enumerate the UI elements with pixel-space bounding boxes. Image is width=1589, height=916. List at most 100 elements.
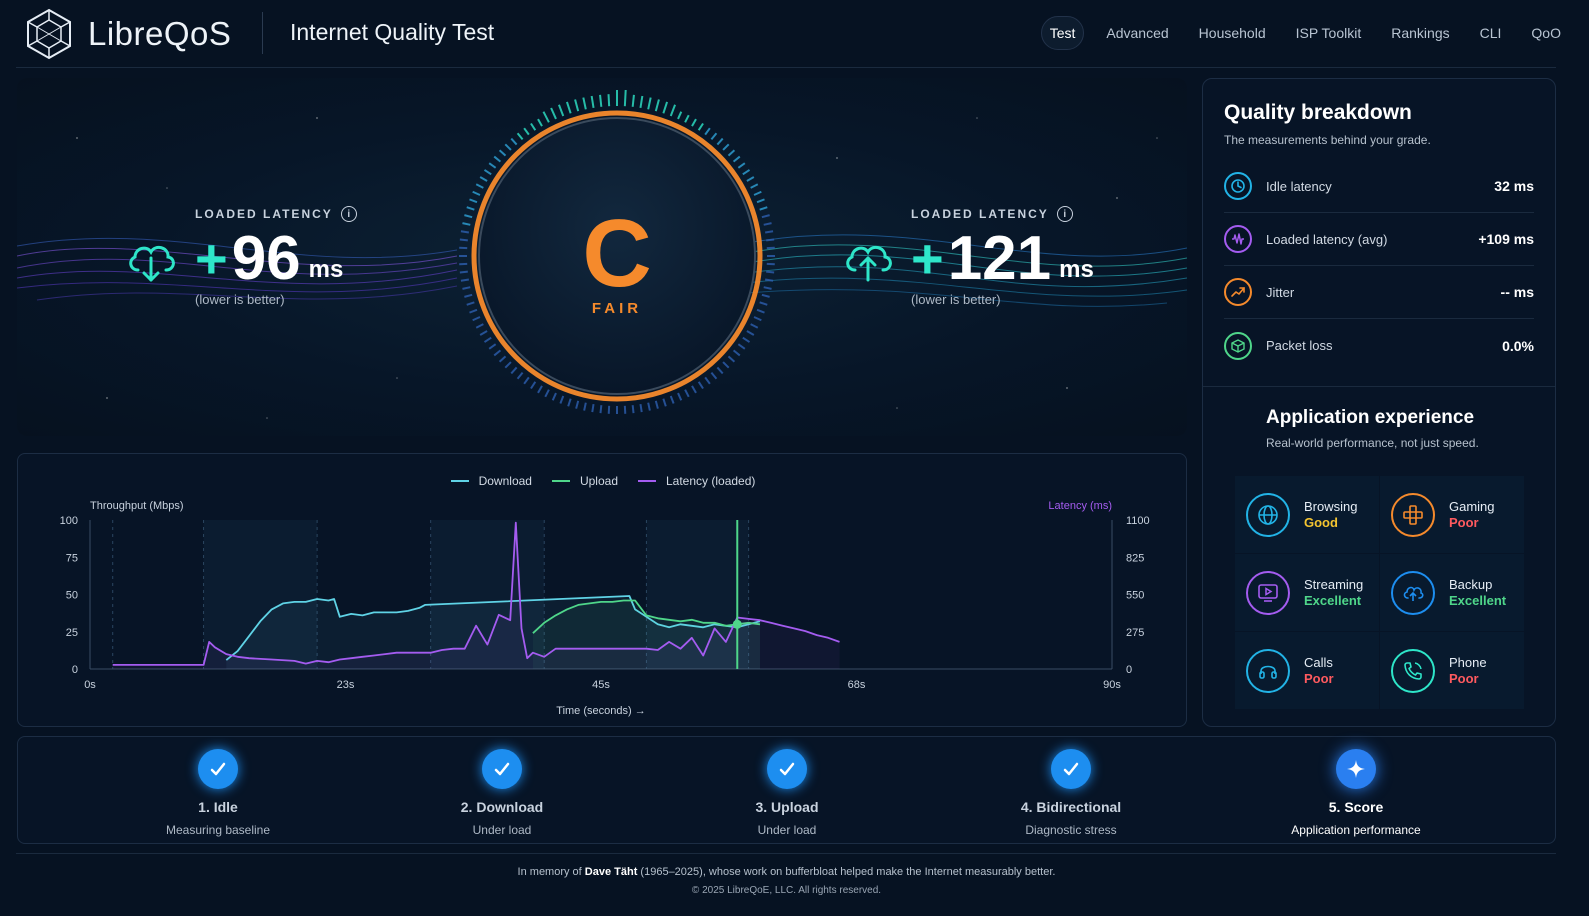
gauge-tick — [504, 361, 512, 369]
gauge-tick — [530, 381, 537, 390]
gauge-tick — [459, 270, 468, 274]
legend-swatch-latency — [638, 480, 656, 482]
app-status: Good — [1304, 515, 1338, 530]
step-download[interactable]: 2. Download Under load — [392, 749, 612, 837]
step-subtitle: Diagnostic stress — [1025, 823, 1117, 837]
nav-advanced[interactable]: Advanced — [1106, 25, 1169, 41]
nav-isp-toolkit[interactable]: ISP Toolkit — [1295, 25, 1362, 41]
gauge-tick — [472, 316, 481, 322]
gauge-tick — [599, 405, 603, 414]
x-axis-title: Time (seconds) → — [556, 705, 645, 717]
gauge-tick — [742, 336, 751, 343]
gauge-tick — [756, 198, 765, 204]
app-name: Calls — [1304, 655, 1333, 670]
footer-divider — [16, 853, 1556, 854]
info-icon[interactable]: i — [1056, 206, 1073, 222]
gauge-tick — [460, 278, 470, 282]
app-status: Poor — [1304, 671, 1334, 686]
gauge-tick — [574, 99, 580, 112]
gauge-tick — [565, 101, 572, 114]
gauge-tick — [516, 371, 524, 380]
app-gaming[interactable]: Gaming Poor — [1380, 476, 1524, 553]
upload-series-area — [532, 600, 760, 669]
gauge-tick — [759, 301, 768, 306]
gauge-tick — [544, 389, 550, 398]
cloud-upload-icon — [1391, 570, 1435, 615]
grade-gauge — [459, 90, 775, 414]
cube-logo-icon — [27, 8, 71, 60]
gauge-tick — [475, 323, 484, 329]
app-calls[interactable]: Calls Poor — [1235, 632, 1379, 709]
header-divider-line — [16, 67, 1556, 68]
gauge-tick — [697, 122, 704, 131]
y-axis-right-title: Latency (ms) — [1048, 500, 1112, 512]
gauge-tick — [483, 336, 492, 343]
gauge-tick — [753, 316, 762, 322]
panel-divider — [1203, 386, 1555, 387]
app-experience-subtitle: Real-world performance, not just speed. — [1266, 436, 1479, 450]
gauge-tick — [716, 366, 724, 375]
legend-latency[interactable]: Latency (loaded) — [638, 474, 755, 488]
y-left-tick-label: 100 — [60, 515, 78, 527]
x-tick-label: 68s — [848, 679, 866, 691]
legend-label-upload: Upload — [579, 474, 618, 488]
gauge-tick — [654, 99, 660, 112]
app-backup[interactable]: Backup Excellent — [1380, 554, 1524, 631]
upload-latency-hint: (lower is better) — [911, 292, 1001, 307]
info-icon[interactable]: i — [340, 206, 357, 222]
gauge-tick — [677, 392, 683, 401]
gauge-tick — [727, 149, 736, 157]
quality-title: Quality breakdown — [1224, 101, 1412, 124]
app-browsing[interactable]: Browsing Good — [1235, 476, 1379, 553]
memorial-name: Dave Täht — [584, 866, 638, 878]
throughput-latency-chart: Download Upload Latency (loaded) Through… — [17, 453, 1187, 727]
y-left-tick-label: 50 — [66, 590, 78, 602]
quality-label: Jitter — [1266, 284, 1295, 300]
legend-download[interactable]: Download — [450, 474, 532, 488]
result-hero: LOADED LATENCY i + 96 ms (lower is bette… — [17, 78, 1187, 436]
step-title: 3. Upload — [755, 799, 819, 815]
gauge-tick — [761, 293, 770, 298]
upload-latency-value: 121 — [947, 224, 1052, 293]
waveform-icon — [1224, 225, 1252, 253]
nav-cli[interactable]: CLI — [1479, 25, 1502, 41]
gauge-tick — [710, 132, 718, 141]
upload-latency-unit: ms — [1059, 256, 1094, 283]
gauge-tick — [607, 94, 611, 107]
legend-upload[interactable]: Upload — [551, 474, 618, 488]
nav-test[interactable]: Test — [1040, 16, 1085, 50]
gauge-tick — [462, 222, 471, 226]
gauge-tick — [599, 94, 603, 107]
gauge-tick — [551, 392, 557, 401]
gauge-tick — [766, 270, 775, 274]
quality-label: Idle latency — [1266, 178, 1332, 194]
gauge-tick — [567, 398, 572, 407]
gauge-tick — [753, 190, 762, 196]
gauge-tick — [756, 308, 765, 314]
gauge-tick — [537, 118, 543, 127]
brand-name: LibreQoS — [88, 15, 232, 52]
step-idle[interactable]: 1. Idle Measuring baseline — [108, 749, 328, 837]
gauge-tick — [684, 114, 690, 123]
nav-household[interactable]: Household — [1198, 25, 1266, 41]
nav-qoo[interactable]: QoO — [1531, 25, 1561, 41]
gauge-tick — [639, 95, 644, 109]
app-phone[interactable]: Phone Poor — [1380, 632, 1524, 709]
step-score[interactable]: 5. Score Application performance — [1246, 749, 1466, 837]
gauge-tick — [750, 323, 759, 329]
nav-rankings[interactable]: Rankings — [1391, 25, 1450, 41]
legend-label-latency: Latency (loaded) — [666, 474, 756, 488]
main-nav: Test Advanced Household ISP Toolkit Rank… — [1027, 16, 1569, 50]
trend-icon — [1224, 278, 1252, 306]
y-left-tick-label: 0 — [72, 664, 78, 676]
gauge-tick — [510, 137, 518, 146]
app-name: Backup — [1449, 577, 1493, 592]
step-bidirectional[interactable]: 4. Bidirectional Diagnostic stress — [961, 749, 1181, 837]
clock-icon — [1224, 172, 1252, 200]
page-title: Internet Quality Test — [290, 19, 495, 45]
step-upload[interactable]: 3. Upload Under load — [677, 749, 897, 837]
gauge-tick — [542, 111, 550, 123]
logo[interactable]: LibreQoS — [26, 8, 231, 60]
check-icon — [482, 749, 522, 789]
app-streaming[interactable]: Streaming Excellent — [1235, 554, 1379, 631]
